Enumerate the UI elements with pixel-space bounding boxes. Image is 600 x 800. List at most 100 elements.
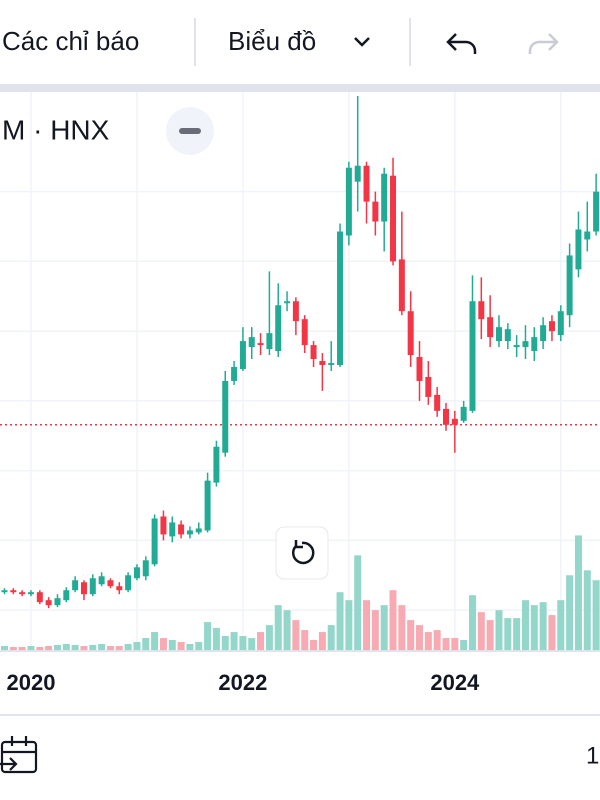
candle-body xyxy=(169,522,176,537)
range-label[interactable]: 1 xyxy=(586,742,599,769)
candle-body xyxy=(319,361,326,366)
volume-bar xyxy=(530,605,538,650)
candle-body xyxy=(116,586,123,591)
volume-bar xyxy=(424,632,432,650)
volume-bar xyxy=(98,644,106,650)
volume-bar xyxy=(539,602,547,650)
candle-body xyxy=(504,329,511,342)
candle-body xyxy=(257,343,264,346)
volume-bar xyxy=(451,638,459,650)
volume-bar xyxy=(363,600,371,650)
volume-bar xyxy=(336,592,344,650)
candle-body xyxy=(443,408,449,425)
volume-bar xyxy=(265,625,273,650)
date-range-icon[interactable] xyxy=(0,736,38,774)
redo-icon[interactable] xyxy=(528,33,559,54)
volume-bar xyxy=(18,647,26,650)
candle-body xyxy=(213,446,220,483)
volume-bar xyxy=(371,610,379,650)
volume-bar xyxy=(345,600,353,650)
chart-type-button[interactable]: Biểu đồ xyxy=(228,26,316,56)
reset-icon xyxy=(291,541,315,565)
volume-bar xyxy=(513,618,521,650)
candle-body xyxy=(469,301,476,411)
undo-icon[interactable] xyxy=(446,33,477,54)
candle-body xyxy=(239,341,246,370)
candle-body xyxy=(460,406,467,421)
candle-body xyxy=(142,560,149,577)
candle-body xyxy=(337,231,344,366)
candle-body xyxy=(584,231,591,240)
volume-bar xyxy=(416,625,424,650)
minus-icon xyxy=(179,128,201,134)
candle-body xyxy=(575,229,582,270)
volume-bar xyxy=(354,555,362,650)
volume-bar xyxy=(53,645,61,650)
volume-bar xyxy=(71,645,79,650)
plot-area xyxy=(0,92,600,650)
candle-body xyxy=(522,341,529,348)
candle-body xyxy=(407,311,414,356)
volume-bar xyxy=(521,600,529,650)
volume-bar xyxy=(318,632,326,650)
candle-body xyxy=(381,173,388,222)
x-tick-label: 2024 xyxy=(430,670,480,695)
volume-bar xyxy=(486,620,494,650)
volume-bar xyxy=(327,625,335,650)
volume-bar xyxy=(204,622,212,650)
volume-bar xyxy=(301,630,309,650)
volume-bar xyxy=(248,638,256,650)
candle-body xyxy=(566,255,573,316)
candle-body xyxy=(133,567,140,579)
candle-body xyxy=(390,175,397,262)
volume-bar xyxy=(583,570,591,650)
volume-bar xyxy=(592,580,600,650)
candle-body xyxy=(186,530,193,535)
candle-body xyxy=(36,592,43,603)
volume-bar xyxy=(159,638,167,650)
candle-body xyxy=(63,590,70,601)
volume-bar xyxy=(142,638,150,650)
candle-body xyxy=(363,165,370,202)
volume-bar xyxy=(89,645,97,650)
indicators-button[interactable]: Các chỉ báo xyxy=(2,26,139,56)
candle-body xyxy=(27,592,34,595)
candle-body xyxy=(434,394,441,411)
candle-body xyxy=(125,575,132,591)
candle-body xyxy=(80,582,87,595)
candle-body xyxy=(231,367,238,381)
candle-body xyxy=(248,337,255,348)
candle-body xyxy=(301,319,308,346)
volume-bar xyxy=(442,638,450,650)
candle-body xyxy=(531,337,538,352)
volume-bar xyxy=(398,605,406,650)
volume-bar xyxy=(106,646,114,650)
volume-bar xyxy=(151,632,159,650)
candle-body xyxy=(275,305,282,352)
x-tick-label: 2020 xyxy=(7,670,56,695)
candle-body xyxy=(425,376,432,397)
volume-bar xyxy=(45,646,53,650)
volume-bar xyxy=(195,642,203,650)
volume-bar xyxy=(504,618,512,650)
candle-body xyxy=(328,363,335,366)
volume-bar xyxy=(557,600,565,650)
volume-bar xyxy=(292,620,300,650)
candle-body xyxy=(54,598,61,606)
candle-body xyxy=(513,345,520,348)
volume-bar xyxy=(274,605,282,650)
volume-bar xyxy=(548,615,556,650)
volume-bar xyxy=(239,636,247,650)
chevron[interactable] xyxy=(354,37,370,47)
volume-bar xyxy=(36,647,44,650)
candle-body xyxy=(345,167,352,236)
candle-body xyxy=(478,301,485,320)
volume-bar xyxy=(221,636,229,650)
reset-button[interactable] xyxy=(275,526,329,580)
candle-body xyxy=(310,345,317,360)
candle-body xyxy=(292,301,299,322)
separator xyxy=(0,84,600,92)
candle-body xyxy=(98,576,105,585)
